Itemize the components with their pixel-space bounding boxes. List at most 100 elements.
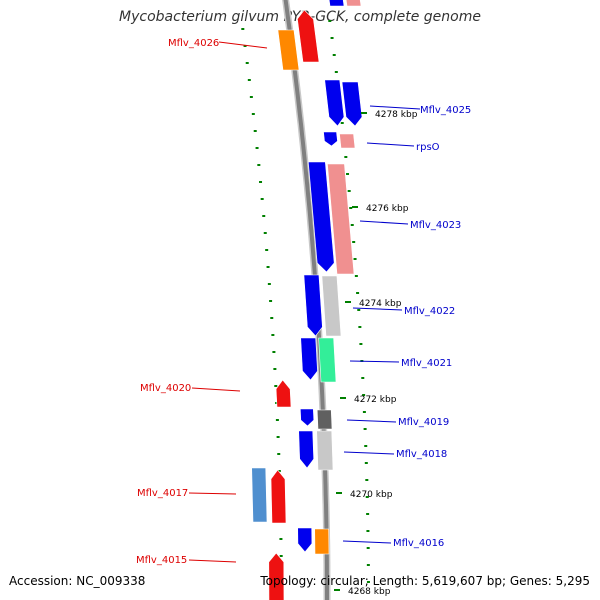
gene-feature [298,430,315,469]
ring-tick [344,156,348,158]
ring-tick [366,564,370,566]
gene-feature [251,467,268,523]
gene-label: Mflv_4022 [404,306,455,317]
ring-tick [364,462,368,464]
ring-tick [363,428,367,430]
ring-tick [245,62,249,64]
ring-tick [365,479,369,481]
gene-label: Mflv_4023 [410,220,461,231]
ring-tick [346,173,350,175]
ring-tick [356,292,360,294]
ring-tick [357,309,361,311]
gene-label-leader [218,41,268,49]
ring-tick [251,113,255,115]
ring-tick [243,45,247,47]
gene-label: Mflv_4016 [393,538,444,549]
ring-tick [277,470,281,472]
ring-tick [364,445,368,447]
ring-tick [269,300,273,302]
gene-feature [277,29,300,71]
gene-feature [345,0,362,7]
ring-tick [354,275,358,277]
gene-label: Mflv_4025 [420,105,471,116]
ring-tick [267,283,271,285]
ring-tick [366,530,370,532]
gene-label-leader [188,492,237,495]
ring-tick [352,241,356,243]
ring-tick [350,224,354,226]
ring-tick [279,538,283,540]
ring-tick [362,394,366,396]
gene-feature [300,337,318,381]
ring-tick [366,513,370,515]
gene-feature [314,528,330,555]
ruler-label: 4268 kbp [348,587,391,597]
gene-feature [328,0,345,7]
gene-label-leader [352,307,403,311]
ring-tick [263,232,267,234]
ruler-label: 4274 kbp [359,299,402,309]
gene-label: Mflv_4026 [168,38,219,49]
gene-label-leader [359,220,409,225]
ring-tick [253,130,257,132]
gene-feature [297,527,313,553]
gene-label-leader [343,451,395,455]
ring-tick [257,164,261,166]
gene-feature [299,408,315,427]
ring-tick [362,411,366,413]
gene-label: Mflv_4021 [401,358,452,369]
ring-tick [260,198,264,200]
gene-label-leader [346,419,397,423]
gene-label-leader [349,360,400,363]
ruler-tick [361,112,367,114]
ring-tick [241,28,245,30]
ring-tick [265,249,269,251]
ring-tick [271,334,275,336]
ring-tick [330,37,334,39]
gene-feature [275,379,292,408]
gene-feature [303,274,323,337]
ring-tick [247,79,251,81]
ring-tick [266,266,270,268]
ring-tick [334,71,338,73]
ring-tick [279,555,283,557]
gene-label-leader [191,387,241,392]
ring-tick [340,122,344,124]
ruler-tick [345,301,351,303]
ruler-tick [336,492,342,494]
gene-feature [270,469,287,524]
ruler-tick [340,397,346,399]
ruler-label: 4272 kbp [354,395,397,405]
gene-label-leader [369,105,421,110]
ring-tick [366,547,370,549]
gene-feature [316,430,334,471]
ring-tick [270,317,274,319]
gene-feature [341,81,363,127]
ring-tick [332,54,336,56]
ring-tick [365,496,369,498]
ring-tick [347,190,351,192]
ring-tick [366,581,370,583]
ring-tick [259,181,263,183]
ring-tick [262,215,266,217]
ruler-label: 4276 kbp [366,204,409,214]
gene-label-leader [342,540,392,544]
gene-feature [327,163,355,275]
gene-feature [339,133,356,149]
ring-tick [359,343,363,345]
gene-label-leader [188,559,237,563]
ring-tick [349,207,353,209]
ruler-label: 4270 kbp [350,490,393,500]
gene-feature [268,552,285,600]
ring-tick [276,436,280,438]
ring-tick [274,385,278,387]
ring-tick [275,419,279,421]
gene-label: rpsO [416,142,440,153]
ring-tick [328,20,332,22]
gene-feature [321,275,342,337]
ring-tick [249,96,253,98]
gene-feature [318,337,337,383]
gene-feature [297,9,320,63]
genome-summary: Topology: circular; Length: 5,619,607 bp… [260,574,590,588]
ring-tick [353,258,357,260]
